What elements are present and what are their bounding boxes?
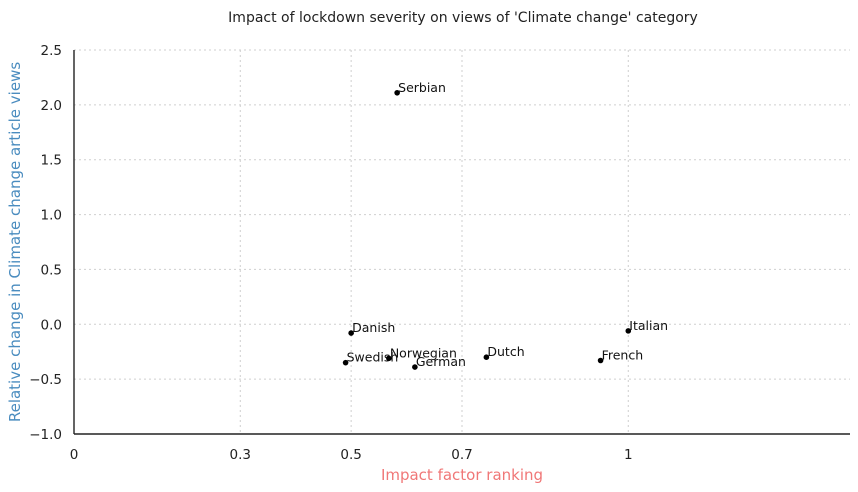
y-tick-label: −0.5 — [29, 372, 62, 388]
data-point-serbian — [394, 89, 400, 96]
point-label-dutch: Dutch — [487, 344, 524, 359]
chart-title: Impact of lockdown severity on views of … — [228, 10, 698, 26]
point-label-german: German — [416, 354, 466, 369]
point-label-french: French — [602, 347, 644, 362]
point-label-italian: Italian — [629, 318, 668, 333]
point-label-danish: Danish — [352, 320, 395, 335]
data-point-swedish — [342, 359, 349, 366]
axes — [73, 50, 850, 435]
data-point-french — [597, 357, 604, 364]
point-label-swedish: Swedish — [347, 350, 399, 365]
x-tick-label: 0.5 — [340, 447, 361, 463]
y-tick-label: 0.0 — [41, 317, 62, 333]
point-label-serbian: Serbian — [398, 80, 446, 95]
y-axis-label: Relative change in Climate change articl… — [6, 62, 24, 422]
tick-labels: −1.0 −0.5 0.0 0.5 1.0 1.5 2.0 2.5 0 0.3 0.5 0.7 1 — [29, 43, 632, 463]
x-tick-label: 0 — [70, 447, 79, 463]
x-axis-label: Impact factor ranking — [381, 466, 543, 484]
grid — [73, 49, 850, 435]
data-point-danish — [348, 330, 354, 336]
data-point-italian — [625, 328, 632, 334]
data-point-dutch — [483, 354, 490, 361]
x-tick-label: 0.7 — [451, 447, 472, 463]
data-point-norwegian — [386, 355, 392, 362]
x-tick-label: 0.3 — [230, 447, 251, 463]
y-tick-label: 1.0 — [41, 208, 62, 224]
data-point-german — [412, 364, 418, 370]
x-tick-label: 1 — [624, 447, 633, 463]
y-tick-label: −1.0 — [29, 427, 62, 443]
y-tick-label: 2.0 — [41, 98, 62, 114]
y-tick-label: 1.5 — [41, 153, 62, 169]
y-tick-label: 2.5 — [41, 43, 62, 59]
point-label-norwegian: Norwegian — [390, 345, 457, 360]
y-tick-label: 0.5 — [41, 262, 62, 278]
